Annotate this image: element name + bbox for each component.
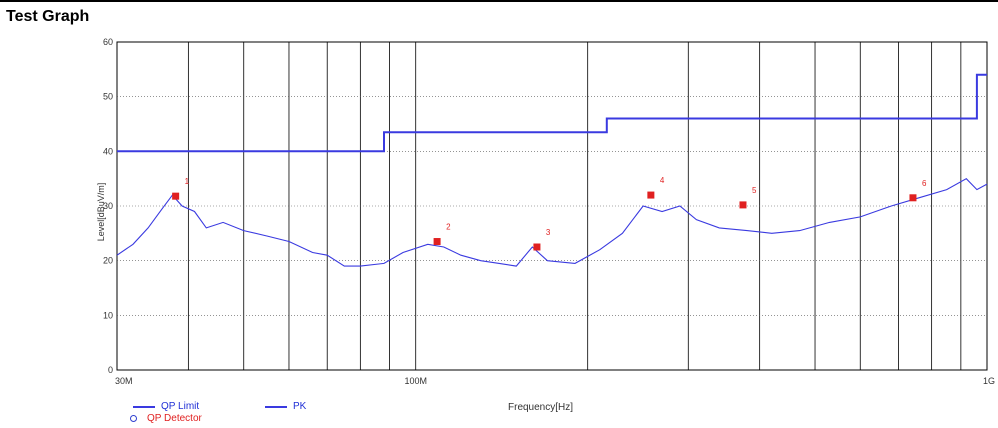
qp-marker [647, 191, 655, 199]
qp-marker [533, 243, 541, 251]
y-tick-label: 50 [103, 92, 113, 102]
qp-marker [739, 201, 747, 209]
x-tick-label: 30M [115, 376, 133, 386]
legend-swatch-pk [265, 405, 287, 408]
y-tick-label: 10 [103, 310, 113, 320]
legend-swatch-qp-limit [133, 405, 155, 408]
qp-marker-label: 1 [185, 177, 190, 186]
y-tick-label: 40 [103, 146, 113, 156]
qp-marker [172, 192, 180, 200]
top-rule [0, 0, 998, 2]
legend-label-pk: PK [293, 401, 307, 412]
qp-marker-label: 5 [752, 186, 757, 195]
y-tick-label: 30 [103, 201, 113, 211]
x-axis-label: Frequency[Hz] [508, 402, 574, 413]
page-title: Test Graph [6, 8, 90, 25]
series-line-pk [116, 178, 988, 267]
qp-marker-label: 4 [660, 176, 665, 185]
legend-item-pk: PK [265, 401, 306, 412]
y-axis-label: Level[dBuV/m] [96, 182, 106, 242]
series-line-qp-limit [117, 73, 987, 153]
legend-label-qp-detector: QP Detector [147, 413, 202, 424]
x-tick-label: 1G [983, 376, 995, 386]
legend-label-qp-limit: QP Limit [161, 401, 200, 412]
x-tick-label: 100M [404, 376, 427, 386]
y-tick-label: 20 [103, 256, 113, 266]
legend-item-qp-limit: QP Limit [133, 401, 199, 412]
qp-marker [909, 194, 917, 202]
qp-marker-label: 6 [922, 179, 927, 188]
qp-marker [433, 238, 441, 246]
legend-marker-qp-detector [130, 415, 137, 422]
y-tick-label: 60 [103, 37, 113, 47]
y-tick-label: 0 [108, 365, 113, 375]
qp-marker-label: 3 [546, 228, 551, 237]
legend-item-qp-detector: QP Detector [121, 413, 202, 424]
qp-marker-label: 2 [446, 223, 451, 232]
